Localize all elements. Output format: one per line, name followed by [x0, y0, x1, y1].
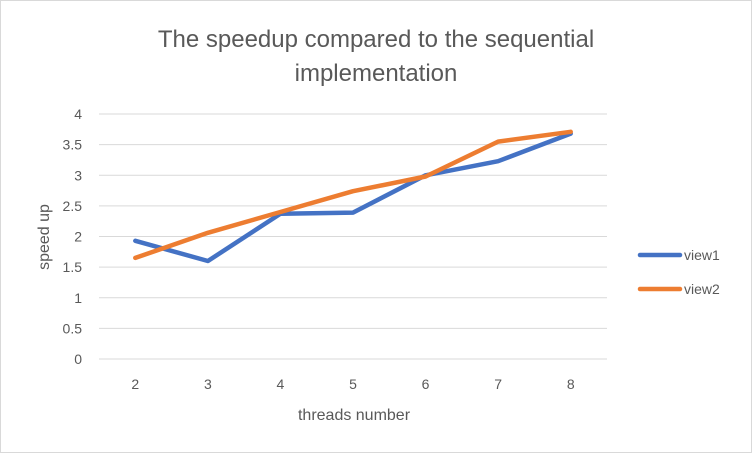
- series-line-view2: [133, 129, 573, 261]
- y-tick-label: 1: [74, 290, 82, 306]
- legend-label-view1: view1: [684, 247, 720, 263]
- chart-title-line-2: implementation: [295, 60, 458, 87]
- series-line-view1: [133, 131, 573, 264]
- x-tick-label: 4: [277, 376, 285, 392]
- x-tick-label: 5: [349, 376, 357, 392]
- y-axis-title: speed up: [36, 204, 53, 270]
- x-tick-label: 2: [131, 376, 139, 392]
- y-tick-label: 2: [74, 229, 82, 245]
- legend-label-view2: view2: [684, 281, 720, 297]
- y-tick-label: 3: [74, 167, 82, 183]
- x-axis-title: threads number: [298, 407, 411, 424]
- gridlines: [99, 113, 607, 360]
- y-tick-label: 3.5: [63, 137, 83, 153]
- x-tick-labels: 2 3 4 5 6 7 8: [131, 376, 574, 392]
- y-tick-label: 1.5: [63, 259, 83, 275]
- y-tick-label: 0: [74, 351, 82, 367]
- legend: view1 view2: [637, 247, 720, 297]
- y-tick-label: 4: [74, 106, 82, 122]
- x-tick-label: 3: [204, 376, 212, 392]
- y-tick-label: 0.5: [63, 320, 83, 336]
- y-tick-label: 2.5: [63, 198, 83, 214]
- series-lines: [133, 129, 573, 264]
- y-tick-labels: 0 0.5 1 1.5 2 2.5 3 3.5 4: [63, 106, 83, 367]
- chart-title-line-1: The speedup compared to the sequential: [158, 26, 594, 53]
- x-tick-label: 7: [494, 376, 502, 392]
- x-tick-label: 8: [567, 376, 575, 392]
- x-tick-label: 6: [422, 376, 430, 392]
